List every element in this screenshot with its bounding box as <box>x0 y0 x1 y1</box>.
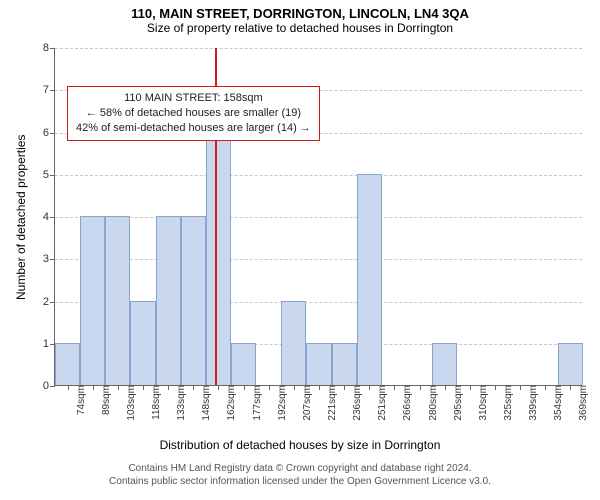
xtick-label: 236sqm <box>348 385 363 421</box>
histogram-bar <box>105 216 130 385</box>
xtick-mark <box>495 385 496 390</box>
plot-area: 01234567874sqm89sqm103sqm118sqm133sqm148… <box>54 48 582 386</box>
xtick-mark <box>394 385 395 390</box>
xtick-label: 103sqm <box>122 385 137 421</box>
histogram-bar <box>558 343 583 385</box>
xtick-mark <box>570 385 571 390</box>
xtick-label: 295sqm <box>449 385 464 421</box>
xtick-mark <box>218 385 219 390</box>
attribution-footer: Contains HM Land Registry data © Crown c… <box>0 462 600 488</box>
xtick-mark <box>344 385 345 390</box>
xtick-mark <box>93 385 94 390</box>
ytick-label: 0 <box>43 380 55 392</box>
histogram-bar <box>156 216 181 385</box>
ytick-label: 5 <box>43 169 55 181</box>
xtick-mark <box>168 385 169 390</box>
xtick-label: 192sqm <box>273 385 288 421</box>
xtick-label: 266sqm <box>398 385 413 421</box>
xtick-mark <box>68 385 69 390</box>
callout-line: 42% of semi-detached houses are larger (… <box>76 121 311 136</box>
chart-container: 110, MAIN STREET, DORRINGTON, LINCOLN, L… <box>0 0 600 500</box>
gridline <box>55 48 582 49</box>
histogram-bar <box>80 216 105 385</box>
xtick-label: 325sqm <box>499 385 514 421</box>
gridline <box>55 259 582 260</box>
xtick-label: 251sqm <box>373 385 388 421</box>
xtick-label: 74sqm <box>72 385 87 415</box>
ytick-label: 2 <box>43 296 55 308</box>
ytick-label: 6 <box>43 127 55 139</box>
chart-title-line2: Size of property relative to detached ho… <box>0 21 600 35</box>
histogram-bar <box>306 343 331 385</box>
xtick-label: 221sqm <box>323 385 338 421</box>
gridline <box>55 217 582 218</box>
callout-line: ← 58% of detached houses are smaller (19… <box>76 106 311 121</box>
histogram-bar <box>357 174 382 385</box>
xtick-mark <box>520 385 521 390</box>
xtick-label: 369sqm <box>574 385 589 421</box>
xtick-label: 89sqm <box>97 385 112 415</box>
xtick-mark <box>143 385 144 390</box>
footer-line2: Contains public sector information licen… <box>0 475 600 488</box>
x-axis-label: Distribution of detached houses by size … <box>0 438 600 452</box>
xtick-mark <box>118 385 119 390</box>
gridline <box>55 175 582 176</box>
xtick-mark <box>420 385 421 390</box>
footer-line1: Contains HM Land Registry data © Crown c… <box>0 462 600 475</box>
xtick-label: 339sqm <box>524 385 539 421</box>
histogram-bar <box>231 343 256 385</box>
xtick-label: 354sqm <box>549 385 564 421</box>
xtick-mark <box>244 385 245 390</box>
ytick-label: 4 <box>43 211 55 223</box>
histogram-bar <box>130 301 155 386</box>
xtick-label: 118sqm <box>147 385 162 420</box>
xtick-label: 177sqm <box>248 385 263 421</box>
subject-callout: 110 MAIN STREET: 158sqm← 58% of detached… <box>67 86 320 141</box>
xtick-label: 280sqm <box>424 385 439 421</box>
xtick-label: 133sqm <box>172 385 187 421</box>
histogram-bar <box>332 343 357 385</box>
ytick-label: 7 <box>43 84 55 96</box>
xtick-mark <box>193 385 194 390</box>
y-axis-label: Number of detached properties <box>14 135 28 300</box>
histogram-bar <box>181 216 206 385</box>
xtick-mark <box>294 385 295 390</box>
xtick-mark <box>369 385 370 390</box>
xtick-mark <box>445 385 446 390</box>
histogram-bar <box>281 301 306 386</box>
xtick-label: 162sqm <box>222 385 237 421</box>
xtick-mark <box>470 385 471 390</box>
ytick-label: 8 <box>43 42 55 54</box>
xtick-label: 148sqm <box>197 385 212 421</box>
histogram-bar <box>55 343 80 385</box>
xtick-mark <box>269 385 270 390</box>
callout-line: 110 MAIN STREET: 158sqm <box>76 91 311 106</box>
ytick-label: 1 <box>43 338 55 350</box>
chart-title-line1: 110, MAIN STREET, DORRINGTON, LINCOLN, L… <box>0 0 600 21</box>
ytick-label: 3 <box>43 253 55 265</box>
xtick-mark <box>319 385 320 390</box>
xtick-label: 207sqm <box>298 385 313 421</box>
xtick-mark <box>545 385 546 390</box>
histogram-bar <box>432 343 457 385</box>
xtick-label: 310sqm <box>474 385 489 421</box>
